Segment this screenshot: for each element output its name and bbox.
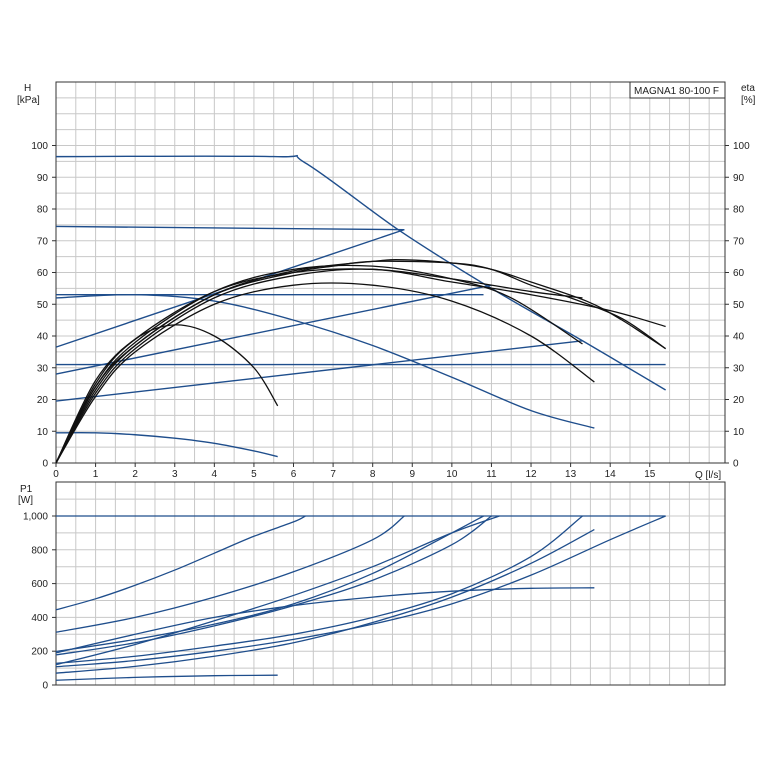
y2-tick-label: 100	[733, 141, 750, 152]
y2-tick-label: 70	[733, 236, 745, 247]
x-tick-label: 0	[53, 469, 59, 480]
y-tick-label: 600	[31, 579, 48, 590]
head-curve	[55, 284, 492, 375]
y-axis-label-kpa: [kPa]	[17, 95, 40, 106]
head-curve	[55, 431, 278, 458]
chart-labels: H [kPa] eta [%] Q [l/s] MAGNA1 80-100 F …	[17, 81, 756, 506]
power-curve	[55, 528, 595, 674]
x-tick-label: 13	[565, 469, 577, 480]
y-tick-label: 80	[37, 205, 49, 216]
y2-tick-label: 20	[733, 395, 745, 406]
y-tick-label: 30	[37, 363, 49, 374]
y2-tick-label: 60	[733, 268, 745, 279]
y-tick-label: 1,000	[23, 512, 48, 523]
y-tick-label: 60	[37, 268, 49, 279]
y2-axis-label-percent: [%]	[741, 95, 756, 106]
y2-tick-label: 40	[733, 332, 745, 343]
y2-axis-label-eta: eta	[741, 83, 755, 94]
y2-tick-label: 0	[733, 459, 739, 470]
power-curve	[55, 515, 666, 668]
x-tick-label: 4	[212, 469, 218, 480]
efficiency-curve	[55, 268, 666, 464]
x-axis-label: Q [l/s]	[695, 470, 721, 481]
efficiency-curve	[55, 259, 666, 464]
y2-tick-label: 30	[733, 363, 745, 374]
y-tick-label: 200	[31, 647, 48, 658]
efficiency-curve	[55, 260, 666, 464]
power-curve	[55, 515, 306, 611]
chart-title-box	[629, 81, 726, 99]
head-curve	[55, 154, 666, 391]
x-tick-label: 7	[330, 469, 336, 480]
x-tick-label: 11	[486, 469, 497, 480]
y-tick-label: 90	[37, 173, 49, 184]
x-tick-label: 3	[172, 469, 178, 480]
y-tick-label: 800	[31, 545, 48, 556]
power-curve	[55, 515, 583, 665]
efficiency-curve	[55, 268, 583, 464]
y-tick-label: 50	[37, 300, 49, 311]
x-tick-label: 12	[525, 469, 537, 480]
y-axis-label-h: H	[24, 83, 31, 94]
y2-tick-label: 10	[733, 427, 745, 438]
power-curve	[55, 515, 405, 633]
y2-tick-label: 50	[733, 300, 745, 311]
y2-tick-label: 80	[733, 205, 745, 216]
head-curve	[55, 225, 405, 231]
power-curve	[55, 587, 595, 654]
x-tick-label: 15	[644, 469, 656, 480]
x-tick-label: 9	[409, 469, 415, 480]
y2-tick-label: 90	[733, 173, 745, 184]
y-tick-label: 70	[37, 236, 49, 247]
y-axis-label-p1: P1	[20, 484, 33, 495]
chart-title: MAGNA1 80-100 F	[634, 86, 719, 97]
x-tick-label: 8	[370, 469, 376, 480]
y-tick-label: 40	[37, 332, 49, 343]
y-tick-label: 100	[31, 141, 48, 152]
power-curve	[55, 515, 500, 666]
power-curve	[55, 674, 278, 681]
y-tick-label: 20	[37, 395, 49, 406]
y-tick-label: 10	[37, 427, 49, 438]
head-curve	[55, 293, 595, 429]
head-curve	[55, 340, 583, 402]
x-tick-label: 14	[605, 469, 617, 480]
efficiency-curve	[55, 282, 595, 464]
y-tick-label: 0	[42, 459, 48, 470]
x-tick-label: 5	[251, 469, 257, 480]
x-tick-label: 1	[93, 469, 99, 480]
power-panel: 0 200 400 600 800 1,000	[23, 481, 726, 692]
y-axis-label-w: [W]	[18, 495, 33, 506]
y-tick-label: 400	[31, 613, 48, 624]
y-tick-label: 0	[42, 681, 48, 692]
x-tick-label: 2	[132, 469, 138, 480]
x-tick-label: 6	[291, 469, 297, 480]
x-tick-label: 10	[446, 469, 458, 480]
